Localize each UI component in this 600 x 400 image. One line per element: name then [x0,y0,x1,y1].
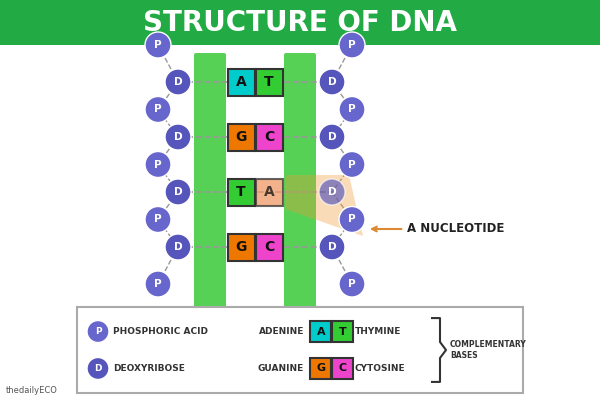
Circle shape [145,152,171,178]
Text: PHOSPHORIC ACID: PHOSPHORIC ACID [113,327,208,336]
Text: P: P [154,104,162,114]
Text: COMPLEMENTARY
BASES: COMPLEMENTARY BASES [450,340,527,360]
Text: P: P [348,214,356,224]
Circle shape [339,206,365,232]
Text: D: D [328,242,337,252]
Circle shape [319,179,345,205]
Circle shape [165,69,191,95]
Text: D: D [328,132,337,142]
Text: D: D [328,77,337,87]
Text: P: P [95,327,101,336]
FancyBboxPatch shape [256,234,283,260]
FancyBboxPatch shape [310,321,331,342]
Text: STRUCTURE OF DNA: STRUCTURE OF DNA [143,9,457,37]
FancyBboxPatch shape [77,307,523,393]
Text: T: T [339,326,347,336]
FancyBboxPatch shape [227,68,254,96]
FancyBboxPatch shape [332,321,353,342]
Text: D: D [328,187,337,197]
Text: CYTOSINE: CYTOSINE [355,364,406,373]
Text: P: P [154,160,162,170]
Text: GUANINE: GUANINE [257,364,304,373]
Text: A: A [317,326,325,336]
Circle shape [145,32,171,58]
Text: P: P [348,40,356,50]
Circle shape [87,358,109,380]
Circle shape [339,271,365,297]
Text: G: G [235,240,247,254]
FancyBboxPatch shape [256,68,283,96]
Text: ADENINE: ADENINE [259,327,304,336]
Circle shape [319,124,345,150]
Circle shape [319,69,345,95]
Text: P: P [154,40,162,50]
FancyBboxPatch shape [332,358,353,379]
FancyBboxPatch shape [227,124,254,150]
FancyBboxPatch shape [227,234,254,260]
Circle shape [145,96,171,122]
FancyBboxPatch shape [194,53,226,309]
FancyBboxPatch shape [256,124,283,150]
Text: C: C [264,130,274,144]
Text: P: P [154,214,162,224]
Text: D: D [173,77,182,87]
Text: P: P [348,160,356,170]
Circle shape [165,234,191,260]
FancyBboxPatch shape [310,358,331,379]
Circle shape [165,179,191,205]
Circle shape [339,32,365,58]
Text: A: A [236,75,247,89]
FancyBboxPatch shape [256,178,283,206]
Text: D: D [173,242,182,252]
Text: T: T [236,185,246,199]
Text: P: P [348,104,356,114]
Circle shape [145,271,171,297]
Text: THYMINE: THYMINE [355,327,401,336]
Text: P: P [154,279,162,289]
Text: P: P [348,279,356,289]
Circle shape [339,152,365,178]
Text: D: D [94,364,102,373]
Text: D: D [173,187,182,197]
Text: C: C [339,364,347,374]
Circle shape [145,206,171,232]
Circle shape [165,124,191,150]
Text: thedailyECO: thedailyECO [6,386,58,395]
Circle shape [319,234,345,260]
FancyBboxPatch shape [284,53,316,309]
Circle shape [339,96,365,122]
Text: G: G [316,364,325,374]
Circle shape [87,320,109,342]
Text: DEOXYRIBOSE: DEOXYRIBOSE [113,364,185,373]
Text: A: A [263,185,274,199]
Text: G: G [235,130,247,144]
Polygon shape [285,175,363,236]
FancyBboxPatch shape [0,0,600,45]
FancyBboxPatch shape [227,178,254,206]
Text: T: T [264,75,274,89]
Text: D: D [173,132,182,142]
Text: A NUCLEOTIDE: A NUCLEOTIDE [372,222,505,236]
Text: C: C [264,240,274,254]
